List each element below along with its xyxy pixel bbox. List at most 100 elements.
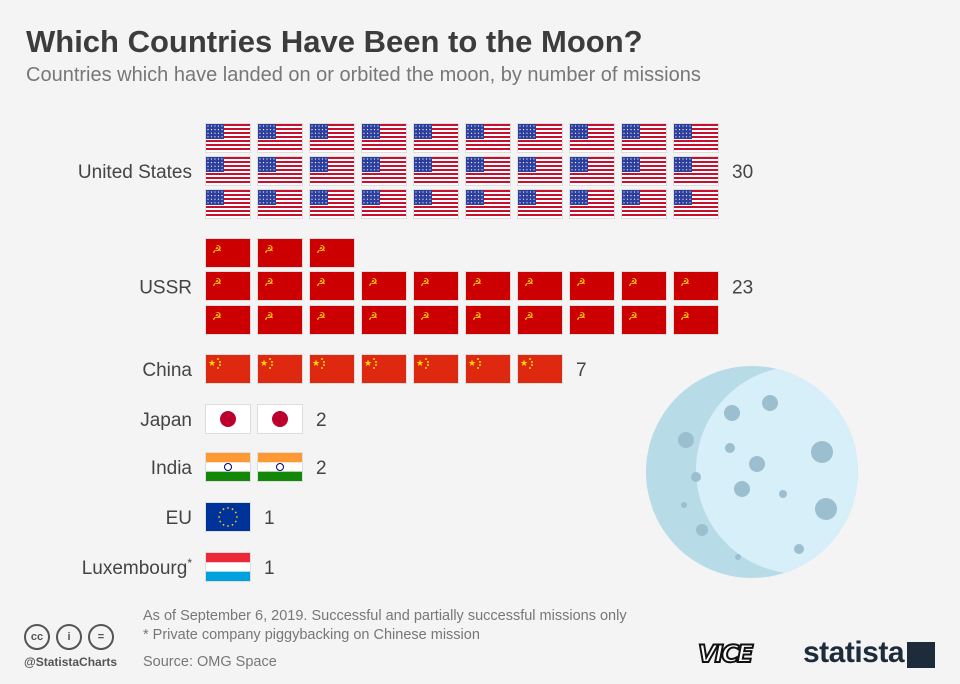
china-flag-mark: ★	[361, 354, 407, 384]
us-flag-mark	[517, 123, 563, 153]
us-flag-mark	[673, 189, 719, 219]
moon-crater	[811, 441, 833, 463]
ussr-flag-mark: ☭	[621, 305, 667, 335]
us-flag-mark	[361, 123, 407, 153]
moon-crater	[779, 490, 787, 498]
us-flag-mark	[257, 123, 303, 153]
no-derivatives-icon: =	[88, 624, 114, 650]
svg-text:☭: ☭	[524, 276, 534, 289]
moon-crater	[678, 432, 694, 448]
svg-text:☭: ☭	[264, 310, 274, 323]
svg-text:★: ★	[416, 359, 424, 369]
svg-text:☭: ☭	[524, 310, 534, 323]
ussr-flag-mark: ☭	[257, 238, 303, 268]
us-flag-mark	[569, 156, 615, 186]
ussr-flag-mark: ☭	[413, 271, 459, 301]
india-flag-mark	[205, 452, 251, 482]
svg-text:★: ★	[312, 359, 320, 369]
ussr-flag-mark: ☭	[257, 271, 303, 301]
svg-text:☭: ☭	[420, 310, 430, 323]
japan-flag-mark	[257, 404, 303, 434]
ussr-flag-mark: ☭	[621, 271, 667, 301]
moon-crater	[681, 502, 687, 508]
us-flag-mark	[205, 123, 251, 153]
svg-text:★: ★	[364, 359, 372, 369]
us-flag-mark	[205, 156, 251, 186]
india-flag-mark	[257, 452, 303, 482]
value-label: 1	[264, 558, 275, 579]
us-flag-mark	[569, 189, 615, 219]
luxembourg-flag-mark	[205, 552, 251, 582]
svg-text:☭: ☭	[264, 243, 274, 256]
svg-text:☭: ☭	[316, 276, 326, 289]
us-flag-mark	[517, 189, 563, 219]
us-flag-mark	[673, 156, 719, 186]
svg-text:☭: ☭	[420, 276, 430, 289]
us-flag-mark	[621, 156, 667, 186]
value-label: 7	[576, 360, 587, 381]
svg-text:☭: ☭	[472, 276, 482, 289]
value-label: 30	[732, 162, 753, 183]
svg-text:★: ★	[468, 359, 476, 369]
ussr-flag-mark: ☭	[413, 305, 459, 335]
category-label: Japan	[140, 410, 192, 431]
category-label: USSR	[139, 278, 192, 299]
moon-crater	[734, 481, 750, 497]
attribution-icon: i	[56, 624, 82, 650]
cc-icon: cc	[24, 624, 50, 650]
moon-highlight	[696, 366, 858, 574]
svg-text:☭: ☭	[680, 276, 690, 289]
ussr-flag-mark: ☭	[309, 271, 355, 301]
svg-text:☭: ☭	[212, 276, 222, 289]
chart-subtitle: Countries which have landed on or orbite…	[26, 64, 701, 86]
moon-crater	[815, 498, 837, 520]
svg-text:☭: ☭	[576, 276, 586, 289]
japan-flag-mark	[205, 404, 251, 434]
china-flag-mark: ★	[413, 354, 459, 384]
svg-text:★: ★	[208, 359, 216, 369]
moon-crater	[696, 524, 708, 536]
ussr-flag-mark: ☭	[309, 305, 355, 335]
moon-illustration	[646, 366, 858, 578]
svg-text:★: ★	[520, 359, 528, 369]
china-flag-mark: ★	[309, 354, 355, 384]
svg-text:★: ★	[260, 359, 268, 369]
ussr-flag-mark: ☭	[517, 271, 563, 301]
value-label: 2	[316, 410, 327, 431]
china-flag-mark: ★	[205, 354, 251, 384]
us-flag-mark	[413, 156, 459, 186]
us-flag-mark	[569, 123, 615, 153]
ussr-flag-mark: ☭	[569, 305, 615, 335]
us-flag-mark	[205, 189, 251, 219]
twitter-handle[interactable]: @StatistaCharts	[24, 655, 118, 669]
moon-crater	[749, 456, 765, 472]
ussr-flag-mark: ☭	[673, 305, 719, 335]
statista-logo[interactable]: statista	[803, 636, 905, 669]
moon-crater	[735, 554, 741, 560]
us-flag-mark	[621, 189, 667, 219]
svg-text:☭: ☭	[472, 310, 482, 323]
svg-text:☭: ☭	[212, 310, 222, 323]
ussr-flag-mark: ☭	[569, 271, 615, 301]
category-label: EU	[166, 508, 192, 529]
us-flag-mark	[309, 156, 355, 186]
svg-text:☭: ☭	[628, 310, 638, 323]
svg-text:☭: ☭	[212, 243, 222, 256]
svg-text:☭: ☭	[264, 276, 274, 289]
china-flag-mark: ★	[517, 354, 563, 384]
moon-crater	[691, 472, 701, 482]
eu-flag-mark	[205, 502, 251, 532]
ussr-flag-mark: ☭	[673, 271, 719, 301]
creative-commons-icons[interactable]: cc i =	[24, 624, 114, 650]
us-flag-mark	[361, 156, 407, 186]
svg-text:☭: ☭	[368, 276, 378, 289]
value-label: 2	[316, 458, 327, 479]
ussr-flag-mark: ☭	[361, 271, 407, 301]
chart-title: Which Countries Have Been to the Moon?	[26, 24, 643, 59]
us-flag-mark	[517, 156, 563, 186]
value-label: 23	[732, 278, 753, 299]
vice-logo[interactable]: VICE	[697, 639, 754, 669]
svg-text:☭: ☭	[368, 310, 378, 323]
china-flag-mark: ★	[465, 354, 511, 384]
